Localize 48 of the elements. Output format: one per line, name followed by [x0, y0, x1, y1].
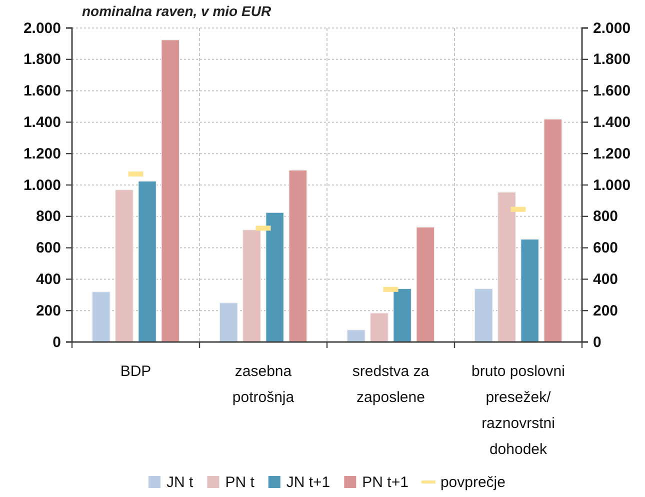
y2-tick-label: 1.200 — [593, 145, 631, 162]
bar — [138, 180, 157, 342]
bar — [114, 189, 134, 342]
bar — [265, 212, 284, 342]
y2-tick-label: 1.000 — [593, 176, 631, 194]
legend-label: JN t+1 — [286, 474, 330, 491]
bar — [242, 229, 262, 342]
x-tick-label: sredstva za zaposlene — [352, 363, 430, 406]
y-tick-label: 200 — [36, 302, 61, 320]
chart-title: nominalna raven, v mio EUR — [82, 3, 272, 19]
bar — [92, 291, 111, 342]
y-tick-label: 1.400 — [23, 114, 61, 131]
legend-label: PN t+1 — [362, 474, 408, 491]
bar — [370, 312, 389, 342]
bar — [497, 192, 516, 342]
bar — [160, 39, 180, 342]
x-tick-label: BDP — [120, 363, 152, 380]
y-tick-label: 1.000 — [23, 176, 61, 194]
y2-tick-label: 1.400 — [593, 114, 631, 131]
y-tick-label: 2.000 — [23, 20, 61, 37]
bar — [543, 118, 562, 342]
bar — [288, 170, 308, 342]
bar — [346, 329, 366, 342]
legend-label: povprečje — [440, 474, 506, 491]
y2-tick-label: 1.600 — [593, 82, 631, 100]
bar — [392, 288, 412, 342]
bar — [416, 226, 435, 342]
bar — [520, 238, 540, 342]
y-tick-label: 600 — [36, 240, 61, 257]
y-tick-label: 1.200 — [23, 145, 61, 162]
y-tick-label: 0 — [52, 334, 61, 351]
x-tick-label: zasebna potrošnja — [232, 363, 295, 406]
bar — [474, 288, 494, 342]
y2-tick-label: 600 — [593, 240, 618, 257]
y2-tick-label: 200 — [593, 302, 618, 320]
y-tick-label: 1.800 — [23, 51, 61, 68]
y-tick-label: 800 — [36, 208, 61, 226]
y2-tick-label: 1.800 — [593, 51, 631, 68]
legend-label: PN t — [225, 474, 256, 491]
y-tick-label: 400 — [36, 271, 61, 288]
x-tick-label: bruto poslovni presežek/ raznovrstni dohodek — [472, 363, 565, 458]
y2-tick-label: 0 — [593, 334, 602, 351]
y-tick-label: 1.600 — [23, 82, 61, 100]
y2-tick-label: 800 — [593, 208, 618, 226]
y2-tick-label: 400 — [593, 271, 618, 288]
y2-tick-label: 2.000 — [593, 20, 631, 37]
legend-label: JN t — [166, 474, 194, 491]
bar — [219, 302, 238, 342]
